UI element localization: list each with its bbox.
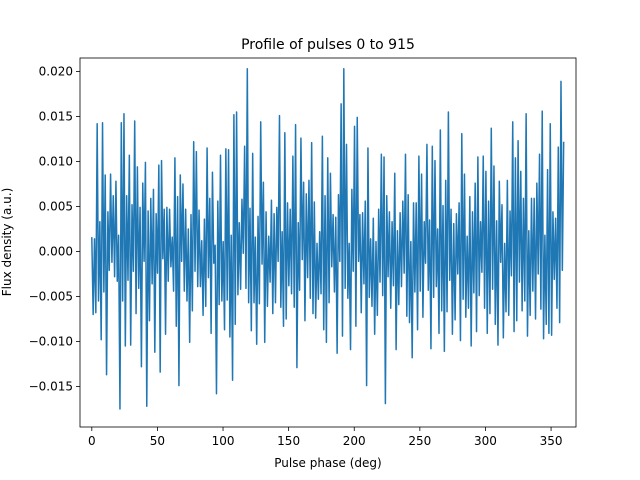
y-tick-label: −0.010 — [29, 335, 73, 349]
series-line — [91, 68, 565, 410]
x-tick-label: 50 — [150, 434, 165, 448]
x-tick-label: 300 — [474, 434, 497, 448]
y-tick-label: −0.005 — [29, 290, 73, 304]
y-axis-label: Flux density (a.u.) — [0, 188, 14, 297]
axes-frame — [79, 57, 577, 428]
x-tick-label: 150 — [277, 434, 300, 448]
y-tick-label: 0.010 — [39, 155, 73, 169]
x-tick-label: 100 — [212, 434, 235, 448]
y-tick-label: 0.015 — [39, 110, 73, 124]
plot-area — [79, 57, 577, 428]
x-axis-ticks: 0 50 100 150 200 250 300 350 — [88, 427, 563, 448]
x-tick-label: 350 — [540, 434, 563, 448]
y-axis-ticks: −0.015 −0.010 −0.005 0.000 0.005 0.010 0.015 0.… — [29, 65, 80, 394]
x-tick-label: 0 — [88, 434, 96, 448]
x-tick-label: 200 — [343, 434, 366, 448]
chart-title: Profile of pulses 0 to 915 — [241, 37, 415, 53]
y-tick-label: −0.015 — [29, 380, 73, 394]
x-tick-label: 250 — [408, 434, 431, 448]
y-tick-label: 0.005 — [39, 200, 73, 214]
x-axis-label: Pulse phase (deg) — [274, 456, 381, 470]
y-tick-label: 0.020 — [39, 65, 73, 79]
y-tick-label: 0.000 — [39, 245, 73, 259]
